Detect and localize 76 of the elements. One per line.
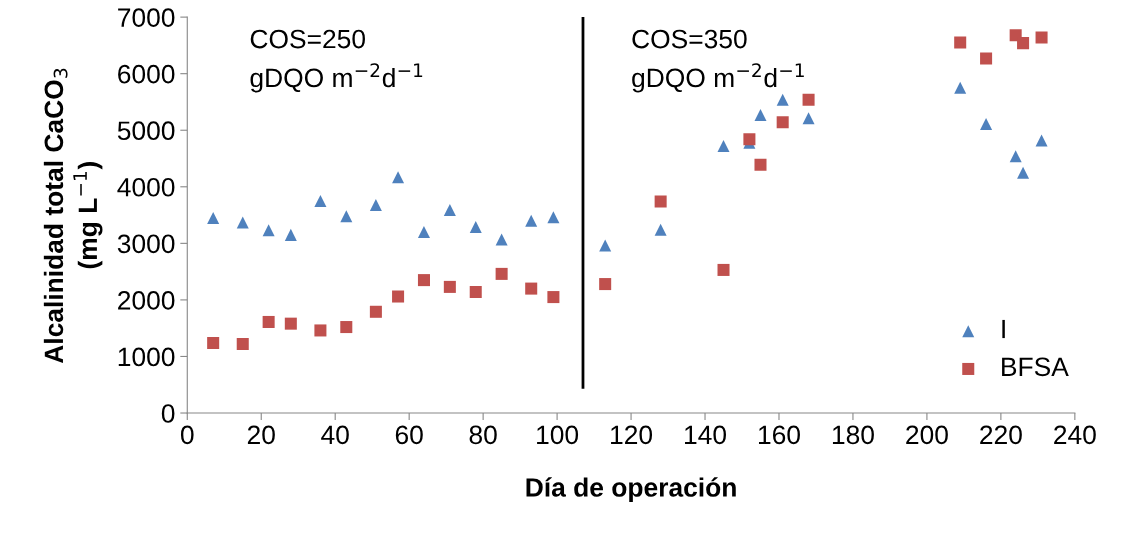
point [525,214,538,227]
point [262,315,275,328]
point [1035,31,1048,44]
point [802,93,815,106]
x-tick-label: 120 [611,425,653,445]
point [1009,150,1022,163]
point [525,282,538,295]
point [369,305,382,318]
x-tick-label: 180 [832,425,874,445]
y-tick-label: 2000 [118,291,175,310]
point [754,108,767,121]
point [654,223,667,236]
x-tick-label: 100 [537,425,579,445]
point [599,239,612,252]
point [443,280,456,293]
point [369,198,382,211]
y-tick-label: 3000 [117,234,175,254]
y-tick-label: 4000 [117,177,175,197]
x-tick-label: 40 [321,425,349,445]
x-tick-label: 200 [906,425,948,445]
point [547,211,560,224]
point [284,228,297,241]
y-tick-label: 0 [161,404,175,423]
point [495,267,508,280]
x-tick-label: 80 [469,425,497,445]
x-tick-label: 160 [758,425,800,445]
point [495,233,508,246]
point [392,171,405,184]
point [754,158,767,171]
x-tick-label: 220 [980,425,1022,445]
point [417,274,430,287]
x-tick-label: 60 [395,425,423,445]
legend-label: BFSA [1002,357,1069,377]
point [954,81,967,94]
x-tick-label: 140 [685,425,727,445]
point [392,290,405,303]
x-axis-title: Día de operación [526,477,736,503]
point [802,112,815,125]
point [654,195,667,208]
annotation: COS=350 gDQO m$^{−2}$d$^{−1}$ [632,29,804,93]
point [1017,37,1030,50]
point [236,338,249,351]
point [207,211,220,224]
point [469,285,482,298]
text: Alcalinidad total CaCO$_{3}$ (mg L$^{−1}$) [43,68,103,364]
point [980,52,993,65]
point [776,116,789,129]
point [314,194,327,207]
point [262,224,275,237]
point [954,36,967,49]
x-tick-label: 0 [180,425,194,445]
x-tick-label: 240 [1054,425,1096,445]
point [340,210,353,223]
point [980,118,993,131]
y-tick-label: 7000 [118,8,175,27]
point [417,226,430,239]
x-tick-label: 20 [247,425,275,445]
annotation: COS=250 gDQO m$^{−2}$d$^{−1}$ [250,29,423,93]
point [469,220,482,233]
legend-label: I [1002,319,1005,339]
point [207,336,220,349]
point [443,203,456,216]
point [284,317,297,330]
point [599,278,612,291]
y-tick-label: 1000 [118,347,175,367]
point [340,321,353,334]
y-tick-label: 5000 [117,121,175,141]
point [717,263,730,276]
point [547,291,560,304]
point [1035,134,1048,147]
point [776,93,789,106]
point [717,140,730,153]
point [236,216,249,229]
point [314,324,327,337]
y-tick-label: 6000 [118,64,175,84]
point [1017,166,1030,179]
